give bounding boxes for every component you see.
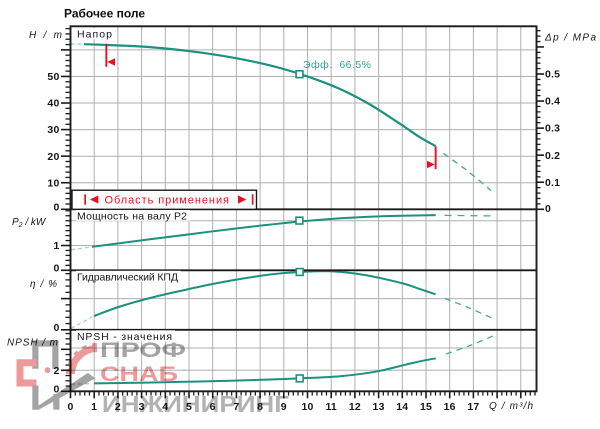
svg-text:50: 50 (47, 71, 59, 83)
svg-text:3: 3 (139, 401, 145, 413)
svg-text:0.4: 0.4 (545, 96, 560, 108)
svg-text:5: 5 (186, 401, 192, 413)
svg-text:0: 0 (53, 322, 59, 334)
svg-text:NPSH - значения: NPSH - значения (77, 331, 172, 343)
svg-text:10: 10 (301, 401, 313, 413)
svg-text:8: 8 (257, 401, 263, 413)
svg-text:2: 2 (115, 401, 121, 413)
svg-text:Эфф. 66.5%: Эфф. 66.5% (303, 59, 371, 71)
svg-text:15: 15 (420, 401, 432, 413)
svg-text:Рабочее поле: Рабочее поле (64, 7, 145, 21)
svg-text:16: 16 (444, 401, 456, 413)
svg-text:1: 1 (53, 240, 59, 252)
svg-text:1: 1 (91, 401, 97, 413)
svg-text:ПРОФ: ПРОФ (100, 339, 186, 362)
svg-text:20: 20 (47, 151, 59, 163)
svg-text:30: 30 (47, 124, 59, 136)
svg-text:Гидравлический КПД: Гидравлический КПД (77, 271, 178, 283)
svg-text:H / m: H / m (29, 30, 62, 41)
svg-text:4: 4 (162, 401, 168, 413)
svg-text:Область применения: Область применения (105, 194, 230, 206)
svg-text:СНАБ: СНАБ (100, 363, 178, 386)
svg-text:0.2: 0.2 (545, 150, 560, 162)
svg-text:Мощность на валу P2: Мощность на валу P2 (77, 210, 187, 222)
svg-text:0.5: 0.5 (545, 69, 560, 81)
svg-text:Q / m³/h: Q / m³/h (489, 401, 533, 412)
svg-text:η / %: η / % (30, 279, 57, 290)
svg-text:17: 17 (467, 401, 479, 413)
svg-text:13: 13 (373, 401, 385, 413)
svg-text:0.1: 0.1 (545, 177, 560, 189)
svg-text:14: 14 (396, 401, 408, 413)
svg-text:0: 0 (545, 203, 551, 215)
svg-text:11: 11 (325, 401, 337, 413)
svg-text:12: 12 (349, 401, 361, 413)
svg-text:0: 0 (67, 401, 73, 413)
svg-text:6: 6 (210, 401, 216, 413)
svg-text:0: 0 (53, 202, 59, 214)
svg-text:2: 2 (53, 365, 59, 377)
svg-text:P2 / kW: P2 / kW (12, 217, 47, 229)
svg-text:0.3: 0.3 (545, 123, 560, 135)
svg-text:Напор: Напор (77, 29, 112, 41)
svg-text:40: 40 (47, 98, 59, 110)
svg-text:0: 0 (53, 384, 59, 396)
svg-text:ИНЖИНИРИНГ: ИНЖИНИРИНГ (102, 391, 289, 417)
svg-text:7: 7 (233, 401, 239, 413)
svg-text:9: 9 (281, 401, 287, 413)
svg-text:10: 10 (47, 177, 59, 189)
svg-text:0: 0 (53, 263, 59, 275)
svg-text:Δp / MPa: Δp / MPa (544, 33, 596, 44)
